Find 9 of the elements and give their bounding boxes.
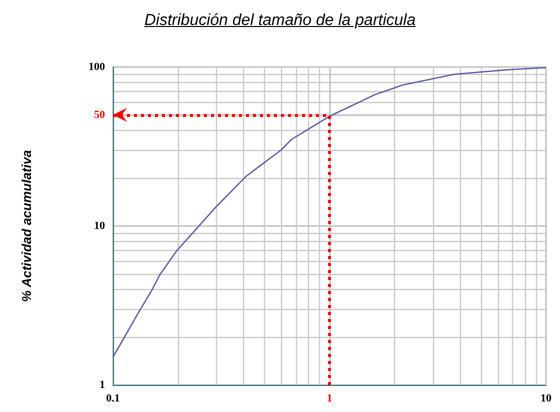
y-tick-label: 100: [88, 61, 106, 73]
x-tick-label: 10: [540, 392, 552, 404]
x-tick-label: 1: [326, 392, 332, 404]
y-tick-label: 1: [100, 379, 105, 391]
chart-title: Distribución del tamaño de la particula: [143, 12, 417, 30]
y-tick-label: 10: [94, 220, 106, 232]
x-tick-label: 0.1: [106, 392, 120, 404]
y-axis-title: % Actividad acumulativa: [19, 150, 34, 302]
y-tick-label: 50: [94, 108, 106, 121]
